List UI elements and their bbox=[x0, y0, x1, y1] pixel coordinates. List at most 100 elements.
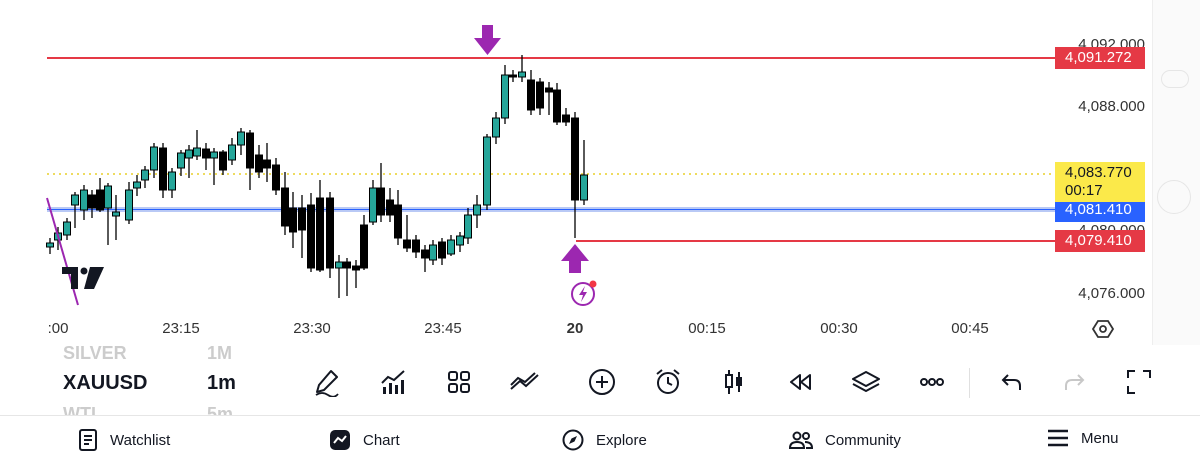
bullish-candle bbox=[193, 147, 201, 157]
bullish-candle bbox=[369, 187, 377, 223]
bullish-candle bbox=[185, 149, 193, 159]
nav-community-label: Community bbox=[825, 431, 901, 449]
candlestick-icon bbox=[725, 370, 742, 394]
bullish-candle bbox=[133, 181, 141, 189]
flash-news-icon[interactable] bbox=[570, 279, 598, 307]
bearish-candle bbox=[272, 164, 280, 191]
candles-button[interactable] bbox=[717, 365, 751, 399]
add-button[interactable] bbox=[585, 365, 619, 399]
nav-community[interactable]: Community bbox=[789, 429, 901, 451]
compass-icon bbox=[562, 429, 584, 451]
price-label: 4,076.000 bbox=[1078, 285, 1145, 302]
bearish-candle bbox=[352, 265, 360, 271]
bearish-candle bbox=[316, 197, 324, 271]
object-tree-button[interactable] bbox=[849, 365, 883, 399]
redo-icon bbox=[1065, 374, 1085, 390]
chart-canvas[interactable] bbox=[0, 0, 1200, 345]
undo-icon bbox=[1001, 374, 1021, 390]
bullish-candle bbox=[335, 261, 343, 269]
indicators-button[interactable] bbox=[376, 365, 410, 399]
bullish-candle bbox=[501, 74, 509, 119]
time-label: 23:30 bbox=[293, 320, 331, 337]
fullscreen-icon bbox=[1127, 370, 1151, 394]
nav-chart[interactable]: Chart bbox=[329, 429, 400, 451]
hamburger-menu-icon bbox=[1048, 429, 1068, 447]
next-interval[interactable]: 5m bbox=[207, 404, 234, 415]
bullish-candle bbox=[168, 171, 176, 191]
nav-explore-label: Explore bbox=[596, 431, 647, 449]
redo-button[interactable] bbox=[1059, 365, 1093, 399]
nav-explore[interactable]: Explore bbox=[562, 429, 647, 451]
bearish-candle bbox=[263, 159, 271, 169]
bearish-candle bbox=[438, 241, 446, 259]
bearish-candle bbox=[255, 154, 263, 173]
bullish-candle bbox=[141, 169, 149, 181]
price-chart[interactable]: 4,092.000 4,088.000 4,080.000 4,076.000 … bbox=[0, 0, 1200, 345]
bearish-candle bbox=[326, 197, 334, 269]
plus-circle-icon bbox=[589, 369, 615, 395]
previous-symbol[interactable]: SILVER bbox=[63, 343, 127, 363]
bearish-candle bbox=[281, 187, 289, 227]
bearish-candle bbox=[509, 74, 517, 78]
layouts-button[interactable] bbox=[442, 365, 476, 399]
layers-icon bbox=[852, 371, 880, 392]
more-dots-icon bbox=[920, 378, 944, 386]
bearish-candle bbox=[96, 189, 104, 211]
bearish-candle bbox=[343, 261, 351, 269]
bullish-candle bbox=[464, 214, 472, 239]
candle-countdown: 00:17 bbox=[1065, 182, 1103, 199]
interval-selector[interactable]: 1m bbox=[207, 372, 236, 394]
undo-button[interactable] bbox=[993, 365, 1027, 399]
time-label: 23:15 bbox=[162, 320, 200, 337]
watchlist-icon bbox=[79, 429, 97, 451]
pencil-icon bbox=[315, 370, 339, 397]
bearish-candle bbox=[307, 204, 315, 269]
replay-button[interactable] bbox=[783, 365, 817, 399]
bearish-candle bbox=[412, 239, 420, 253]
bullish-candle bbox=[429, 244, 437, 261]
bullish-candle bbox=[228, 144, 236, 161]
toolbar-divider bbox=[969, 368, 970, 398]
drawing-tool-button[interactable] bbox=[310, 365, 344, 399]
bullish-candle bbox=[518, 71, 526, 78]
bullish-candle bbox=[447, 239, 455, 255]
bullish-candle bbox=[71, 194, 79, 206]
bearish-candle bbox=[159, 147, 167, 191]
fullscreen-button[interactable] bbox=[1122, 365, 1156, 399]
scroll-handle[interactable] bbox=[1161, 70, 1189, 88]
bullish-candle bbox=[63, 221, 71, 236]
bearish-candle bbox=[571, 117, 579, 201]
bullish-candle bbox=[46, 242, 54, 248]
chart-settings-icon[interactable] bbox=[1092, 318, 1114, 340]
bullish-candle bbox=[150, 146, 158, 171]
indicators-icon bbox=[381, 370, 405, 394]
time-label: :00 bbox=[47, 320, 69, 337]
time-label: 23:45 bbox=[424, 320, 462, 337]
more-button[interactable] bbox=[915, 365, 949, 399]
chart-type-button[interactable] bbox=[508, 365, 542, 399]
bearish-candle bbox=[219, 151, 227, 171]
bullish-candle bbox=[125, 189, 133, 221]
wave-chart-icon bbox=[510, 372, 539, 390]
bearish-candle bbox=[246, 132, 254, 169]
side-circle-button[interactable] bbox=[1157, 180, 1191, 214]
price-label: 4,088.000 bbox=[1078, 98, 1145, 115]
bearish-candle bbox=[527, 79, 535, 111]
chart-icon bbox=[330, 430, 350, 450]
previous-interval[interactable]: 1M bbox=[207, 343, 233, 363]
bearish-candle bbox=[562, 114, 570, 123]
nav-watchlist-label: Watchlist bbox=[110, 431, 171, 449]
next-symbol[interactable]: WTI bbox=[63, 404, 96, 415]
arrow-up-marker[interactable] bbox=[561, 244, 589, 273]
nav-menu[interactable]: Menu bbox=[1047, 429, 1119, 447]
bearish-candle bbox=[536, 81, 544, 109]
bearish-candle bbox=[553, 89, 561, 123]
bearish-candle bbox=[88, 194, 96, 209]
symbol-selector[interactable]: XAUUSD bbox=[63, 372, 148, 394]
bullish-candle bbox=[580, 174, 588, 201]
arrow-down-marker[interactable] bbox=[474, 25, 501, 55]
bullish-candle bbox=[473, 204, 481, 216]
bearish-candle bbox=[394, 204, 402, 239]
alert-button[interactable] bbox=[651, 365, 685, 399]
nav-watchlist[interactable]: Watchlist bbox=[78, 429, 170, 451]
